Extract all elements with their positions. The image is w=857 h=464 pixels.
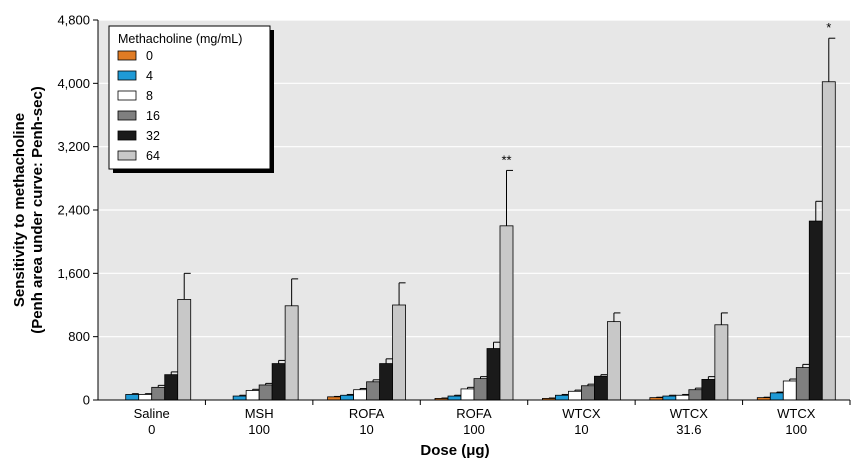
bar xyxy=(688,389,703,401)
significance-marker: ** xyxy=(501,152,511,167)
bar xyxy=(379,363,393,401)
legend-label: 0 xyxy=(146,49,153,63)
y-tick-label: 4,800 xyxy=(57,13,90,28)
bar xyxy=(795,367,810,401)
bar xyxy=(164,374,179,401)
bar xyxy=(473,378,488,401)
x-tick-label: 100 xyxy=(463,422,485,437)
legend-swatch xyxy=(117,90,137,101)
legend-swatch xyxy=(117,130,137,141)
bar xyxy=(486,348,501,401)
x-tick-label: ROFA xyxy=(349,406,385,421)
y-axis-label-line2: (Penh area under curve: Penh-sec) xyxy=(29,86,46,334)
legend-label: 8 xyxy=(146,89,153,103)
legend-items: 0 4 8 16 32 64 xyxy=(117,49,160,163)
bar xyxy=(151,386,166,401)
x-tick-label: WTCX xyxy=(670,406,709,421)
bar xyxy=(340,394,354,401)
x-tick-label: Saline xyxy=(134,406,170,421)
x-tick-label: 31.6 xyxy=(676,422,701,437)
x-tick-label: 100 xyxy=(785,422,807,437)
bar xyxy=(555,394,569,401)
bar xyxy=(782,380,797,401)
bar xyxy=(177,299,192,401)
x-tick-label: 0 xyxy=(148,422,155,437)
y-tick-label: 3,200 xyxy=(57,139,90,154)
legend: Methacholine (mg/mL) 0 4 8 16 32 64 xyxy=(108,25,274,173)
x-tick-label: MSH xyxy=(245,406,274,421)
legend-label: 16 xyxy=(146,109,160,123)
x-tick-label: 10 xyxy=(574,422,588,437)
bar xyxy=(447,395,462,401)
bar xyxy=(125,394,140,401)
legend-label: 32 xyxy=(146,129,160,143)
bar xyxy=(769,392,784,401)
bar xyxy=(714,324,729,401)
bar xyxy=(607,321,621,401)
y-tick-label: 1,600 xyxy=(57,266,90,281)
significance-annotations: *** xyxy=(501,20,831,167)
bar xyxy=(568,390,582,401)
y-tick-label: 800 xyxy=(68,329,90,344)
bars xyxy=(125,37,836,401)
legend-title: Methacholine (mg/mL) xyxy=(118,32,242,46)
bar xyxy=(232,395,247,401)
bar xyxy=(808,220,823,401)
bar xyxy=(366,381,380,401)
bar xyxy=(581,385,595,401)
x-tick-label: 100 xyxy=(248,422,270,437)
y-axis-label-line1: Sensitivity to methacholine xyxy=(11,113,28,307)
y-tick-labels: 0 800 1,600 2,400 3,200 4,000 4,800 xyxy=(57,13,98,408)
bar xyxy=(701,379,716,401)
bar xyxy=(284,305,299,401)
bar xyxy=(594,375,608,401)
legend-swatch xyxy=(117,50,137,61)
y-tick-label: 0 xyxy=(83,393,90,408)
x-tick-label: ROFA xyxy=(456,406,492,421)
bar xyxy=(138,394,153,401)
legend-swatch xyxy=(117,110,137,121)
significance-marker: * xyxy=(826,20,831,35)
bar xyxy=(245,390,260,401)
bar xyxy=(271,363,286,401)
bar xyxy=(499,225,514,401)
bar xyxy=(460,388,475,401)
legend-swatch xyxy=(117,70,137,81)
x-tick-labels: Saline0MSH100ROFA10ROFA100WTCX10WTCX31.6… xyxy=(134,400,851,437)
x-tick-label: 10 xyxy=(359,422,373,437)
y-tick-label: 4,000 xyxy=(57,76,90,91)
legend-label: 4 xyxy=(146,69,153,83)
bar xyxy=(821,81,836,401)
bar xyxy=(392,304,406,401)
y-tick-label: 2,400 xyxy=(57,203,90,218)
bar xyxy=(258,384,273,401)
x-axis-label: Dose (μg) xyxy=(420,442,489,459)
bar xyxy=(675,394,690,401)
legend-label: 64 xyxy=(146,149,160,163)
bar xyxy=(353,389,367,401)
bar xyxy=(662,395,677,401)
x-tick-label: WTCX xyxy=(562,406,601,421)
x-tick-label: WTCX xyxy=(777,406,816,421)
legend-swatch xyxy=(117,150,137,161)
